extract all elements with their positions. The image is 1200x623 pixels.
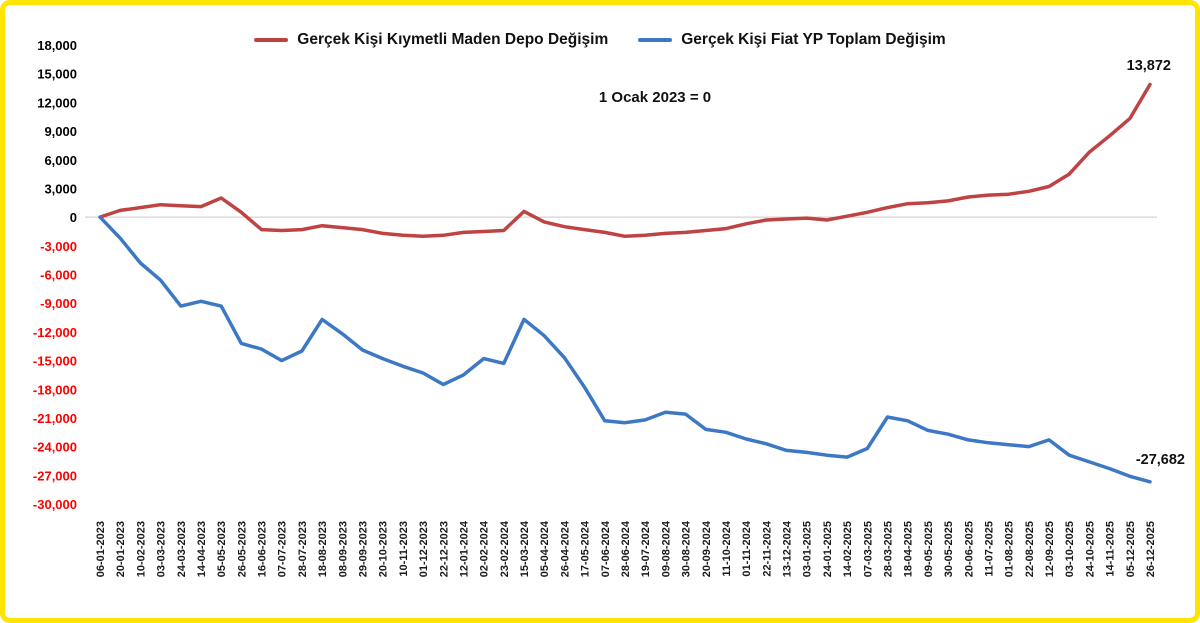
y-axis-tick-label: 15,000 bbox=[37, 67, 77, 82]
y-axis-tick-label: -27,000 bbox=[33, 468, 77, 483]
x-axis-tick-label: 23-02-2024 bbox=[499, 520, 511, 577]
x-axis-tick-label: 28-07-2023 bbox=[297, 521, 309, 577]
y-axis-tick-label: -18,000 bbox=[33, 382, 77, 397]
x-axis-tick-label: 14-04-2023 bbox=[196, 521, 208, 577]
x-axis-tick-label: 09-05-2025 bbox=[923, 521, 935, 577]
y-axis-tick-label: 18,000 bbox=[37, 38, 77, 53]
x-axis-tick-label: 20-09-2024 bbox=[701, 520, 713, 577]
x-axis-tick-label: 07-06-2024 bbox=[600, 520, 612, 577]
x-axis-tick-label: 02-02-2024 bbox=[479, 520, 491, 577]
x-axis-tick-label: 22-12-2023 bbox=[438, 521, 450, 577]
x-axis-tick-label: 26-05-2023 bbox=[236, 521, 248, 577]
y-axis-tick-label: -21,000 bbox=[33, 411, 77, 426]
x-axis-tick-label: 18-04-2025 bbox=[903, 521, 915, 577]
x-axis-tick-label: 01-12-2023 bbox=[418, 521, 430, 577]
x-axis-tick-label: 07-07-2023 bbox=[277, 521, 289, 577]
x-axis-tick-label: 30-08-2024 bbox=[681, 520, 693, 577]
x-axis-tick-label: 20-10-2023 bbox=[378, 521, 390, 577]
x-axis-tick-label: 22-11-2024 bbox=[761, 520, 773, 577]
x-axis-tick-label: 28-03-2025 bbox=[883, 521, 895, 577]
y-axis-tick-label: -15,000 bbox=[33, 354, 77, 369]
x-axis-tick-label: 16-06-2023 bbox=[257, 521, 269, 577]
x-axis-tick-label: 30-05-2025 bbox=[943, 521, 955, 577]
x-axis-tick-label: 24-01-2025 bbox=[822, 521, 834, 577]
y-axis-tick-label: -9,000 bbox=[40, 296, 77, 311]
x-axis-tick-label: 01-11-2024 bbox=[741, 520, 753, 577]
x-axis-tick-label: 19-07-2024 bbox=[640, 520, 652, 577]
y-axis-tick-label: -6,000 bbox=[40, 268, 77, 283]
x-axis-tick-label: 09-08-2024 bbox=[660, 520, 672, 577]
x-axis-tick-label: 26-12-2025 bbox=[1145, 521, 1157, 577]
x-axis-tick-label: 18-08-2023 bbox=[317, 521, 329, 577]
x-axis-tick-label: 12-09-2025 bbox=[1044, 521, 1056, 577]
x-axis-tick-label: 24-10-2025 bbox=[1084, 521, 1096, 577]
x-axis-tick-label: 01-08-2025 bbox=[1004, 521, 1016, 577]
y-axis-tick-label: 9,000 bbox=[44, 124, 77, 139]
series-line-fiat-yp bbox=[98, 215, 1152, 484]
y-axis-tick-label: 6,000 bbox=[44, 153, 77, 168]
chart-annotation: 1 Ocak 2023 = 0 bbox=[598, 89, 712, 106]
y-axis-tick-label: -12,000 bbox=[33, 325, 77, 340]
x-axis-tick-label: 28-06-2024 bbox=[620, 520, 632, 577]
y-axis-tick-label: -3,000 bbox=[40, 239, 77, 254]
x-axis-tick-label: 06-01-2023 bbox=[95, 521, 107, 577]
y-axis-tick-label: 0 bbox=[70, 210, 77, 225]
series-end-value-blue: -27,682 bbox=[1135, 452, 1185, 468]
y-axis-tick-label: 3,000 bbox=[44, 181, 77, 196]
x-axis-tick-label: 03-10-2025 bbox=[1064, 521, 1076, 577]
x-axis-tick-label: 12-01-2024 bbox=[458, 520, 470, 577]
x-axis-tick-label: 03-03-2023 bbox=[156, 521, 168, 577]
x-axis-tick-label: 10-02-2023 bbox=[135, 521, 147, 577]
y-axis-tick-label: -30,000 bbox=[33, 497, 77, 512]
x-axis-tick-label: 22-08-2025 bbox=[1024, 521, 1036, 577]
x-axis-tick-label: 05-05-2023 bbox=[216, 521, 228, 577]
x-axis-tick-label: 14-11-2025 bbox=[1105, 521, 1117, 577]
x-axis-tick-label: 07-03-2025 bbox=[862, 521, 874, 577]
x-axis-tick-label: 15-03-2024 bbox=[519, 520, 531, 577]
series-line-maden-depo bbox=[98, 82, 1152, 239]
x-axis-tick-label: 13-12-2024 bbox=[782, 520, 794, 577]
x-axis-tick-label: 20-01-2023 bbox=[115, 521, 127, 577]
y-axis-tick-label: 12,000 bbox=[37, 95, 77, 110]
x-axis-tick-label: 03-01-2025 bbox=[802, 521, 814, 577]
x-axis-tick-label: 26-04-2024 bbox=[559, 520, 571, 577]
x-axis-tick-label: 10-11-2023 bbox=[398, 521, 410, 577]
x-axis-tick-label: 24-03-2023 bbox=[176, 521, 188, 577]
x-axis-tick-label: 20-06-2025 bbox=[963, 521, 975, 577]
x-axis-tick-label: 17-05-2024 bbox=[580, 520, 592, 577]
y-axis-tick-label: -24,000 bbox=[33, 440, 77, 455]
x-axis-tick-label: 11-10-2024 bbox=[721, 520, 733, 577]
x-axis-tick-label: 05-12-2025 bbox=[1125, 521, 1137, 577]
x-axis-tick-label: 05-04-2024 bbox=[539, 520, 551, 577]
line-chart: 18,000 15,000 12,000 9,000 6,000 3,000 0 -3,000… bbox=[33, 38, 1157, 577]
series-end-value-red: 13,872 bbox=[1126, 58, 1171, 74]
x-axis-tick-label: 14-02-2025 bbox=[842, 521, 854, 577]
x-axis-tick-label: 08-09-2023 bbox=[337, 521, 349, 577]
x-axis-tick-label: 11-07-2025 bbox=[983, 521, 995, 577]
x-axis-tick-label: 29-09-2023 bbox=[358, 521, 370, 577]
